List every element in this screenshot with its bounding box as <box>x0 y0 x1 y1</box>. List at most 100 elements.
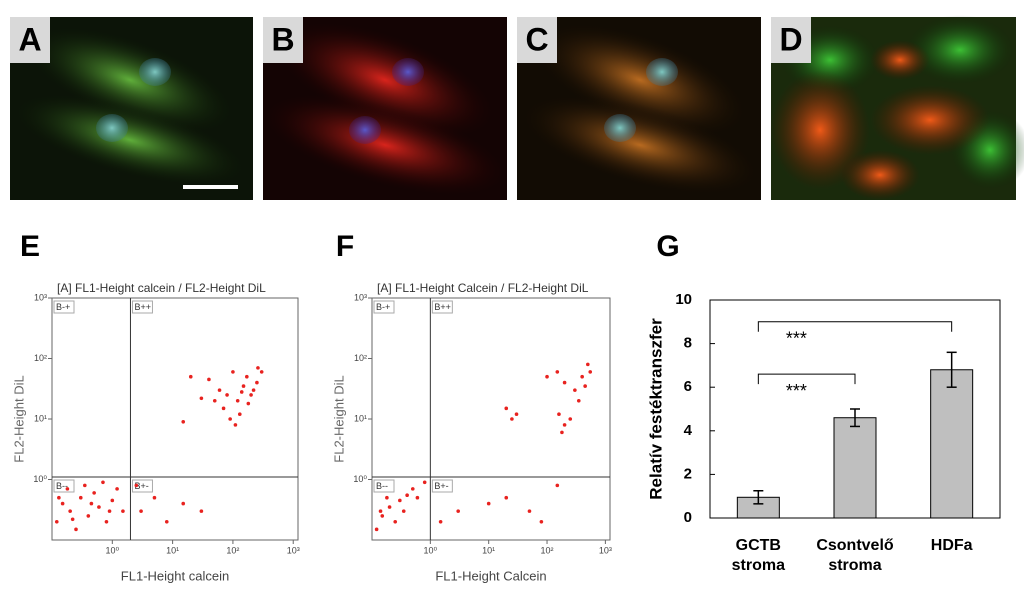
nucleus <box>392 58 424 86</box>
event-dot <box>568 417 573 421</box>
event-dot <box>233 423 238 427</box>
quadrant-label-box <box>373 300 395 314</box>
cell <box>530 22 750 138</box>
event-dot <box>231 370 235 374</box>
event-dot <box>235 398 240 403</box>
cell <box>870 40 930 80</box>
event-dot <box>245 374 249 379</box>
event-dot <box>89 501 94 506</box>
y-axis-label: FL2-Height DiL <box>11 375 26 462</box>
event-dot <box>398 498 402 503</box>
cell <box>840 150 920 200</box>
event-dot <box>212 398 217 403</box>
x-tick-label: 10³ <box>287 545 300 555</box>
event-dot <box>86 514 91 518</box>
y-tick-label: 10 <box>675 291 692 308</box>
event-dot <box>557 412 561 417</box>
event-dot <box>527 509 532 513</box>
cell <box>870 85 990 155</box>
quadrant-label: B-- <box>376 481 388 491</box>
y-tick-label: 8 <box>684 335 692 352</box>
event-dot <box>54 519 59 524</box>
panel-label: B <box>271 21 294 57</box>
x-tick-label: 10⁰ <box>424 545 438 555</box>
significance-bracket <box>757 321 953 332</box>
event-dot <box>139 509 143 513</box>
y-tick-label: 4 <box>684 422 693 439</box>
panel-label: F <box>336 230 354 263</box>
event-dot <box>217 388 222 392</box>
event-dot <box>121 509 125 513</box>
cell <box>518 94 762 196</box>
x-tick-label: 10² <box>541 545 554 555</box>
quadrant-label-box <box>431 479 453 493</box>
quadrant-label: B-- <box>56 481 68 491</box>
nucleus <box>646 58 678 86</box>
event-dot <box>380 514 385 518</box>
event-dot <box>504 406 509 411</box>
event-dot <box>70 517 75 522</box>
event-dot <box>199 509 204 513</box>
event-dot <box>256 366 260 370</box>
event-dot <box>393 519 398 524</box>
event-dot <box>241 384 246 388</box>
quadrant-label-box <box>131 479 153 493</box>
quadrant-label: B-+ <box>56 302 70 312</box>
cell <box>263 94 507 196</box>
event-dot <box>110 498 115 503</box>
event-dot <box>583 384 587 388</box>
y-tick-label: 10³ <box>354 292 367 302</box>
event-dot <box>456 509 460 513</box>
event-dot <box>374 527 379 532</box>
event-dot <box>415 495 420 500</box>
event-dot <box>134 483 139 488</box>
event-dot <box>246 401 251 406</box>
panel-label: E <box>20 230 40 263</box>
cell <box>275 22 495 138</box>
event-dot <box>225 393 229 397</box>
event-dot <box>92 491 96 495</box>
event-dot <box>410 487 415 491</box>
event-dot <box>221 406 226 411</box>
panel-label-box <box>517 17 557 63</box>
event-dot <box>514 412 519 417</box>
event-dot <box>539 519 544 524</box>
plot-frame <box>51 297 299 541</box>
event-dot <box>199 396 204 401</box>
event-dot <box>562 380 567 385</box>
event-dot <box>560 430 564 435</box>
panel-label: D <box>779 21 802 57</box>
panel-label-box <box>771 17 811 63</box>
panel-label: A <box>18 21 41 57</box>
event-dot <box>586 362 590 367</box>
panel-label: G <box>656 230 679 263</box>
plot-title: [A] FL1-Height calcein / FL2-Height DiL <box>57 281 266 295</box>
event-dot <box>60 501 65 506</box>
significance-label: *** <box>786 381 807 401</box>
quadrant-label: B+- <box>134 481 148 491</box>
event-dot <box>57 495 61 500</box>
nucleus <box>349 116 381 144</box>
event-dot <box>573 388 577 392</box>
panel-label-box <box>10 17 50 63</box>
event-dot <box>545 374 549 379</box>
event-dot <box>438 519 443 524</box>
event-dot <box>259 370 264 374</box>
event-dot <box>237 412 242 417</box>
y-tick-label: 10² <box>354 353 367 363</box>
nucleus <box>139 58 171 86</box>
event-dot <box>580 374 584 379</box>
y-tick-label: 10⁰ <box>33 474 47 484</box>
x-tick-label: 10³ <box>599 545 612 555</box>
event-dot <box>207 377 211 382</box>
panel-label-box <box>263 17 303 63</box>
y-tick-label: 10⁰ <box>353 474 367 484</box>
event-dot <box>83 483 87 488</box>
event-dot <box>255 380 259 385</box>
event-dot <box>78 495 83 500</box>
significance-bracket <box>757 373 856 385</box>
event-dot <box>251 388 256 392</box>
bar <box>930 369 974 519</box>
event-dot <box>555 370 560 374</box>
significance-label: *** <box>786 329 807 349</box>
